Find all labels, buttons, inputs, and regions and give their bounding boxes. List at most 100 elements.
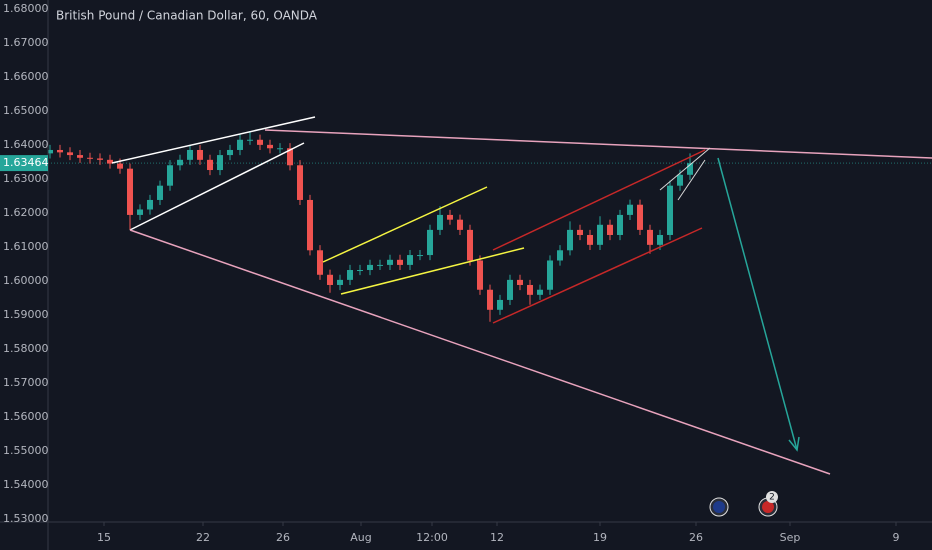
candle-body [247, 139, 253, 141]
candle-body [557, 250, 563, 261]
last-price-label: 1.63464 [3, 156, 49, 169]
candle-body [87, 157, 93, 159]
candle-body [217, 155, 223, 171]
y-tick-label: 1.62000 [3, 206, 49, 219]
candle-body [607, 224, 613, 235]
candle-body [417, 255, 423, 257]
candle-body [147, 199, 153, 210]
y-tick-label: 1.61000 [3, 240, 49, 253]
x-tick-label: 12:00 [416, 531, 448, 544]
candle-body [687, 163, 693, 175]
candle-body [467, 229, 473, 261]
candle-body [497, 299, 503, 310]
y-tick-label: 1.64000 [3, 138, 49, 151]
x-tick-label: Aug [350, 531, 371, 544]
candle-body [347, 270, 353, 280]
candle-body [657, 234, 663, 245]
candle-body [397, 259, 403, 265]
candle-body [367, 264, 373, 271]
candle-body [197, 149, 203, 160]
chart-title: British Pound / Canadian Dollar, 60, OAN… [56, 9, 318, 23]
candle-body [97, 158, 103, 160]
trendline [492, 227, 703, 324]
x-tick-label: 9 [893, 531, 900, 544]
candle-body [67, 152, 73, 156]
candle-body [647, 229, 653, 245]
projection-arrow [717, 157, 798, 451]
x-tick-label: 12 [490, 531, 504, 544]
x-tick-label: Sep [780, 531, 801, 544]
drawings [111, 116, 932, 475]
candle-body [537, 289, 543, 295]
candle-body [77, 155, 83, 158]
last-price-tag [0, 155, 48, 172]
candle-body [627, 204, 633, 215]
y-tick-label: 1.58000 [3, 342, 49, 355]
candle-body [527, 284, 533, 295]
candle-body [297, 165, 303, 200]
trendline [111, 116, 316, 164]
candle-body [637, 204, 643, 230]
candle-body [487, 289, 493, 310]
trendline [492, 149, 706, 251]
y-tick-label: 1.57000 [3, 376, 49, 389]
candle-body [677, 174, 683, 186]
y-tick-label: 1.60000 [3, 274, 49, 287]
trendline [129, 229, 831, 475]
y-tick-label: 1.55000 [3, 444, 49, 457]
candle-body [307, 199, 313, 251]
candle-body [357, 270, 363, 272]
y-tick-label: 1.65000 [3, 104, 49, 117]
candle-body [207, 159, 213, 171]
candle-body [547, 260, 553, 290]
trendline [677, 159, 706, 201]
trendline [129, 142, 305, 231]
event-icons: 2 [709, 491, 778, 517]
flag [713, 501, 725, 513]
candle-body [427, 229, 433, 256]
candle-body [267, 144, 273, 149]
candle-body [317, 250, 323, 275]
candle-body [277, 148, 283, 150]
trendline [340, 247, 525, 295]
y-tick-label: 1.66000 [3, 70, 49, 83]
candle-body [597, 224, 603, 245]
candle-body [327, 274, 333, 285]
candle-body [437, 214, 443, 230]
x-tick-label: 26 [689, 531, 703, 544]
trendline [659, 147, 711, 191]
candle-body [107, 159, 113, 164]
candle-body [287, 148, 293, 166]
y-tick-label: 1.54000 [3, 478, 49, 491]
candle-body [177, 159, 183, 166]
candle-body [237, 139, 243, 150]
candle-body [167, 165, 173, 186]
y-tick-label: 1.53000 [3, 512, 49, 525]
candle-body [477, 260, 483, 290]
x-tick-label: 15 [97, 531, 111, 544]
candle-body [667, 185, 673, 235]
candle-body [187, 149, 193, 160]
candle-body [387, 259, 393, 265]
x-tick-label: 19 [593, 531, 607, 544]
y-tick-label: 1.63000 [3, 172, 49, 185]
candles [47, 131, 693, 322]
candle-body [257, 139, 263, 145]
candle-body [117, 163, 123, 169]
x-tick-label: 26 [276, 531, 290, 544]
candle-body [517, 279, 523, 285]
trendline [264, 129, 932, 159]
candle-body [587, 234, 593, 245]
candle-body [507, 279, 513, 300]
candle-body [137, 209, 143, 215]
candle-body [567, 229, 573, 251]
badge [766, 491, 778, 503]
y-tick-label: 1.68000 [3, 2, 49, 15]
candle-body [617, 214, 623, 235]
candle-body [47, 149, 53, 154]
time-axis-bg [0, 522, 932, 550]
y-tick-label: 1.67000 [3, 36, 49, 49]
price-axis-bg [0, 0, 48, 550]
